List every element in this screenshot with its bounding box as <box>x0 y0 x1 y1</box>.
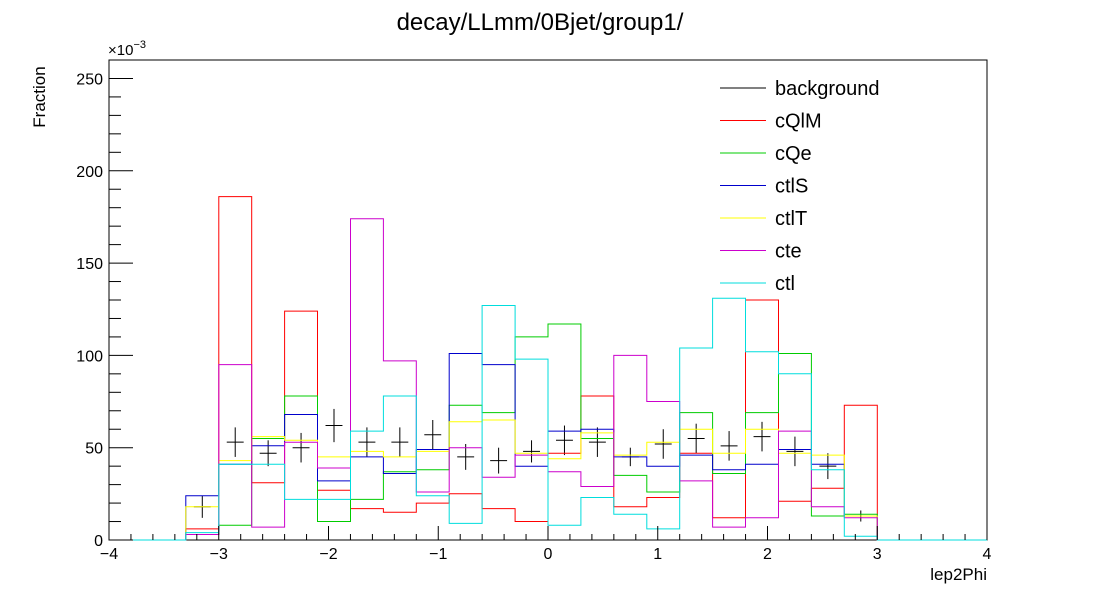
legend-label-background: background <box>775 78 880 100</box>
x-tick-label: −2 <box>319 546 337 563</box>
x-tick-label: −1 <box>429 546 447 563</box>
y-tick-label: 150 <box>76 256 103 273</box>
y-exponent: ×10−3 <box>108 39 146 59</box>
y-tick-label: 200 <box>76 164 103 181</box>
legend-label-cQlM: cQlM <box>775 111 822 133</box>
x-tick-label: −4 <box>100 546 118 563</box>
legend-label-ctlS: ctlS <box>775 176 808 198</box>
x-axis-label: lep2Phi <box>930 565 987 584</box>
legend-label-cQe: cQe <box>775 143 812 165</box>
series-line-ctl <box>109 297 987 541</box>
x-tick-label: 1 <box>653 546 662 563</box>
plot-area: −4 −3 −2 −1 0 1 2 3 4 0 50 100 150 200 250 <box>76 59 992 563</box>
x-tick-label: 2 <box>763 546 772 563</box>
legend-label-ctl: ctl <box>775 273 795 295</box>
legend-label-cte: cte <box>775 241 802 263</box>
chart-title: decay/LLmm/0Bjet/group1/ <box>397 9 684 36</box>
y-tick-label: 100 <box>76 348 103 365</box>
legend: background cQlM cQe ctlS ctlT cte ctl <box>720 78 880 295</box>
x-tick-label: 0 <box>544 546 553 563</box>
y-tick-label: 250 <box>76 71 103 88</box>
x-tick-label: 4 <box>983 546 992 563</box>
y-axis-label: Fraction <box>30 66 49 127</box>
x-tick-label: −3 <box>210 546 228 563</box>
x-tick-label: 3 <box>873 546 882 563</box>
y-tick-label: 50 <box>85 441 103 458</box>
legend-label-ctlT: ctlT <box>775 208 807 230</box>
y-tick-label: 0 <box>94 533 103 550</box>
